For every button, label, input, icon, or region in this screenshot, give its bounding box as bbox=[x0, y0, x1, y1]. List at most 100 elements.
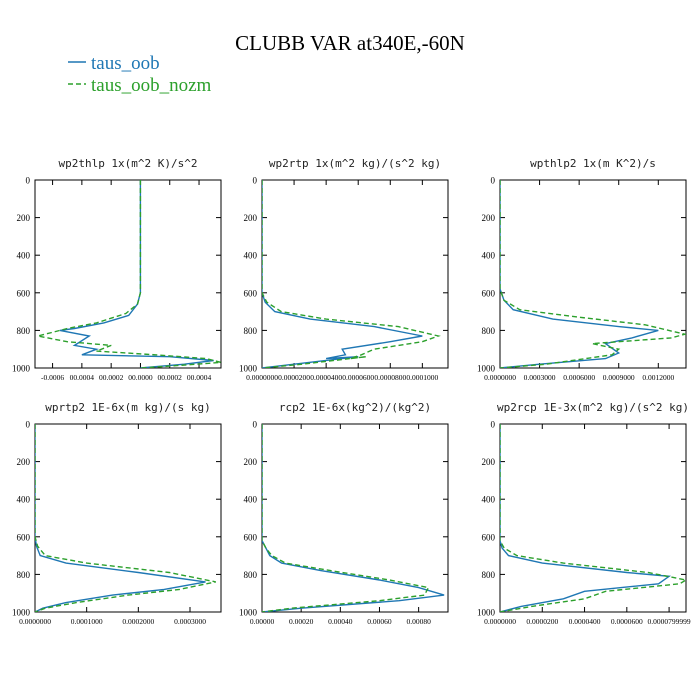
x-tick-label: 0.00020 bbox=[289, 617, 314, 626]
x-tick-label: 0.0000600 bbox=[611, 617, 643, 626]
panel-2: wp2rtp 1x(m^2 kg)/(s^2 kg) 0 200 400 600 800 1… bbox=[239, 157, 449, 382]
x-tick-label: 0.0000800 bbox=[374, 373, 406, 382]
y-tick-label: 1000 bbox=[239, 364, 258, 374]
series-line-taus-oob-nozm bbox=[500, 180, 686, 368]
legend: taus_oob taus_oob_nozm bbox=[68, 53, 212, 96]
y-tick-label: 600 bbox=[482, 288, 496, 298]
panel-3: wpthlp2 1x(m K^2)/s020040060080010000.00… bbox=[477, 157, 687, 382]
x-tick-label: 0.0000000 bbox=[484, 617, 516, 626]
x-tick-label: 0.00060 bbox=[367, 617, 392, 626]
y-tick-label: 600 bbox=[244, 288, 258, 298]
x-tick-label: 0.0002000 bbox=[122, 617, 154, 626]
x-tick-label: 00.0002 bbox=[158, 373, 183, 382]
y-tick-label: 0 bbox=[26, 420, 31, 430]
x-tick-label: 0.0001000 bbox=[406, 373, 438, 382]
x-tick-label: 0.0000200 bbox=[526, 617, 558, 626]
plot-frame bbox=[261, 179, 449, 369]
y-tick-label: 0 bbox=[26, 176, 31, 186]
plot-frame bbox=[499, 179, 687, 369]
x-tick-label: 0.0000600 bbox=[342, 373, 374, 382]
y-tick-label: 0 bbox=[491, 176, 496, 186]
y-tick-label: 1000 bbox=[477, 364, 496, 374]
plot-frame bbox=[34, 179, 222, 369]
y-tick-label: 1000 bbox=[12, 608, 31, 618]
y-tick-label: 800 bbox=[17, 570, 31, 580]
x-tick-label: 00.0004 bbox=[187, 373, 212, 382]
x-tick-label: 00.0000 bbox=[128, 373, 153, 382]
series-line-taus-oob-nozm bbox=[262, 424, 430, 612]
series-line-taus-oob-nozm bbox=[35, 424, 216, 612]
panel-6: wp2rcp 1E-3x(m^2 kg)/(s^2 kg)0 200 400 600 8… bbox=[477, 401, 691, 626]
series-line-taus-oob bbox=[59, 180, 214, 368]
series-line-taus-oob bbox=[262, 424, 445, 612]
y-tick-label: 800 bbox=[482, 326, 496, 336]
x-tick-label: 0.0003000 bbox=[174, 617, 206, 626]
series-line-taus-oob-nozm bbox=[500, 424, 686, 612]
y-tick-label: 0 bbox=[491, 420, 496, 430]
figure-title: CLUBB VAR at340E,-60N bbox=[235, 31, 465, 55]
x-tick-label: 0.0000799999 bbox=[648, 617, 691, 626]
panels: wp2thlp 1x(m^2 K)/s^2 0 200 400 600 800 1000 -0… bbox=[12, 157, 691, 626]
x-tick-label: 0.0001000 bbox=[71, 617, 103, 626]
x-tick-label: 0.00040 bbox=[328, 617, 353, 626]
panel-title: rcp2 1E-6x(kg^2)/(kg^2) bbox=[279, 401, 431, 414]
x-tick-label: 0.0000400 bbox=[310, 373, 342, 382]
x-tick-label: 0.0000000 bbox=[246, 373, 278, 382]
series-line-taus-oob bbox=[500, 180, 659, 368]
x-tick-label: 0.0006000 bbox=[563, 373, 595, 382]
y-tick-label: 400 bbox=[482, 495, 496, 505]
series-line-taus-oob bbox=[35, 424, 206, 612]
panel-title: wp2rtp 1x(m^2 kg)/(s^2 kg) bbox=[269, 157, 441, 170]
y-tick-label: 1000 bbox=[477, 608, 496, 618]
series-line-taus-oob-nozm bbox=[262, 180, 441, 368]
y-tick-label: 400 bbox=[17, 495, 31, 505]
y-tick-label: 200 bbox=[482, 457, 496, 467]
y-tick-label: 400 bbox=[482, 251, 496, 261]
y-tick-label: 800 bbox=[244, 570, 258, 580]
y-tick-label: 600 bbox=[244, 532, 258, 542]
x-tick-label: 0.0009000 bbox=[603, 373, 635, 382]
y-tick-label: 200 bbox=[482, 213, 496, 223]
y-tick-label: 1000 bbox=[12, 364, 31, 374]
x-tick-label: 0.0000200 bbox=[278, 373, 310, 382]
series-line-taus-oob bbox=[500, 424, 672, 612]
y-tick-label: 0 bbox=[253, 420, 258, 430]
panel-title: wp2thlp 1x(m^2 K)/s^2 bbox=[58, 157, 197, 170]
y-tick-label: 600 bbox=[17, 532, 31, 542]
panel-title: wprtp2 1E-6x(m kg)/(s kg) bbox=[45, 401, 211, 414]
x-tick-label: 0.0012000 bbox=[642, 373, 674, 382]
y-tick-label: 400 bbox=[244, 251, 258, 261]
y-tick-label: 0 bbox=[253, 176, 258, 186]
legend-label-taus-oob-nozm: taus_oob_nozm bbox=[91, 75, 212, 96]
y-tick-label: 200 bbox=[244, 213, 258, 223]
x-tick-label: 00.0002 bbox=[99, 373, 124, 382]
plot-frame bbox=[261, 423, 449, 613]
x-tick-label: 0.00000 bbox=[250, 617, 275, 626]
legend-label-taus-oob: taus_oob bbox=[91, 53, 160, 74]
y-tick-label: 1000 bbox=[239, 608, 258, 618]
x-tick-label: 0.0003000 bbox=[524, 373, 556, 382]
y-tick-label: 200 bbox=[17, 213, 31, 223]
y-tick-label: 600 bbox=[17, 288, 31, 298]
y-tick-label: 400 bbox=[244, 495, 258, 505]
x-tick-label: -0.0006 bbox=[41, 373, 64, 382]
y-tick-label: 600 bbox=[482, 532, 496, 542]
x-tick-label: 0.0000000 bbox=[19, 617, 51, 626]
x-tick-label: 00.0004 bbox=[70, 373, 95, 382]
y-tick-label: 800 bbox=[244, 326, 258, 336]
series-line-taus-oob-nozm bbox=[37, 180, 221, 368]
panel-1: wp2thlp 1x(m^2 K)/s^2 0 200 400 600 800 1000 -0… bbox=[12, 157, 222, 382]
y-tick-label: 200 bbox=[17, 457, 31, 467]
panel-title: wp2rcp 1E-3x(m^2 kg)/(s^2 kg) bbox=[497, 401, 689, 414]
panel-5: rcp2 1E-6x(kg^2)/(kg^2) 0 200 400 600 800 1000… bbox=[239, 401, 449, 626]
series-line-taus-oob bbox=[262, 180, 423, 368]
panel-4: wprtp2 1E-6x(m kg)/(s kg) 0 200 400 600 800 10… bbox=[12, 401, 222, 626]
x-tick-label: 0.00080 bbox=[406, 617, 431, 626]
panel-title: wpthlp2 1x(m K^2)/s bbox=[530, 157, 656, 170]
x-tick-label: 0.0000400 bbox=[569, 617, 601, 626]
y-tick-label: 200 bbox=[244, 457, 258, 467]
y-tick-label: 800 bbox=[17, 326, 31, 336]
x-tick-label: 0.0000000 bbox=[484, 373, 516, 382]
